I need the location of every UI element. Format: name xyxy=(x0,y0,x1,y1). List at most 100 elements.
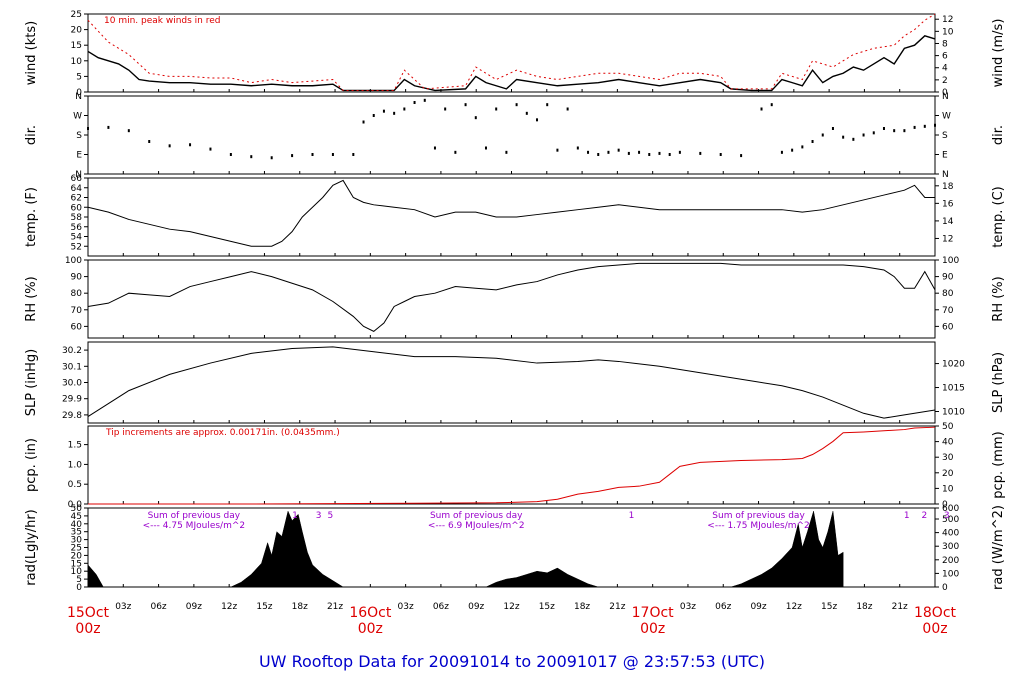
direction-point xyxy=(638,150,641,154)
y-label-right: rad (W/m^2) xyxy=(991,505,1006,590)
direction-point xyxy=(668,153,671,156)
y-tick-label-right: 70 xyxy=(942,306,954,316)
radiation-peak-marker: 1 xyxy=(629,511,635,521)
direction-point xyxy=(740,154,743,158)
y-tick-label-left: 50 xyxy=(71,504,83,514)
direction-point xyxy=(617,148,620,152)
y-tick-label-left: 0 xyxy=(76,88,82,98)
direction-point xyxy=(525,111,528,115)
direction-point xyxy=(433,146,436,150)
y-label-left: rad(Lgly/hr) xyxy=(24,509,39,585)
y-tick-label-left: 45 xyxy=(71,512,82,522)
y-tick-label-left: 58 xyxy=(71,213,83,223)
y-tick-label-right: 30 xyxy=(942,453,954,463)
direction-point xyxy=(566,107,569,111)
x-tick-label: 21z xyxy=(609,602,625,612)
y-tick-label-left: 10 xyxy=(71,567,83,577)
y-tick-label-right: 300 xyxy=(942,542,959,552)
panel-frame xyxy=(87,259,936,339)
y-tick-label-right: 4 xyxy=(942,64,948,74)
y-tick-label-left: 30 xyxy=(71,536,83,546)
direction-point xyxy=(403,107,406,111)
x-axis: 03z 06z 09z 12z 15z 18z 21z 03z 06z 09z 12z 15z 18z 2… xyxy=(67,602,957,637)
series-humidity xyxy=(87,262,936,332)
direction-point xyxy=(464,103,467,107)
x-tick-label: 12z xyxy=(503,602,519,612)
direction-point xyxy=(189,143,192,147)
direction-point xyxy=(331,153,334,156)
y-tick-label-right: 0 xyxy=(942,500,948,510)
radiation-area xyxy=(87,510,844,588)
y-tick-label-left: 60 xyxy=(71,322,83,332)
x-tick-label: 09z xyxy=(750,602,766,612)
direction-point xyxy=(413,101,416,104)
series-pressure xyxy=(87,346,936,419)
direction-point xyxy=(648,153,651,156)
y-tick-label-right: 2 xyxy=(942,76,948,86)
y-tick-label-right: W xyxy=(942,112,951,122)
direction-point xyxy=(831,127,834,130)
radiation-sum-note: Sum of previous day xyxy=(430,511,523,521)
radiation-peak-marker: 3 xyxy=(944,511,950,521)
chart-title: UW Rooftop Data for 20091014 to 20091017… xyxy=(259,652,765,671)
series-temperature xyxy=(87,179,935,247)
x-tick-label: 21z xyxy=(327,602,343,612)
direction-point xyxy=(821,133,824,137)
y-tick-label-left: 5 xyxy=(76,72,82,82)
y-tick-label-right: 18 xyxy=(942,182,954,192)
y-tick-label-left: 29.8 xyxy=(62,411,82,421)
y-tick-label-right: 600 xyxy=(942,504,959,514)
x-tick-label: 09z xyxy=(186,602,202,612)
radiation-sum-note: Sum of previous day xyxy=(148,511,241,521)
radiation-peak-marker: 2 xyxy=(922,511,928,521)
y-tick-label-right: 10 xyxy=(942,484,954,494)
panel-pcp: 0.0 0.5 1.0 1.5 0 10 20 30 40 50 pcp. (in) pcp. (mm… xyxy=(24,422,1006,510)
y-tick-label-left: 30.1 xyxy=(62,362,82,372)
y-tick-label-left: 20 xyxy=(71,26,83,36)
y-tick-label-right: 500 xyxy=(942,515,959,525)
direction-point xyxy=(893,129,896,133)
y-tick-label-left: 30.2 xyxy=(62,346,82,356)
y-tick-label-right: 10 xyxy=(942,27,954,37)
direction-point xyxy=(352,153,355,156)
direction-point xyxy=(801,145,804,149)
y-label-right: pcp. (mm) xyxy=(991,431,1006,498)
y-tick-label-left: 1.0 xyxy=(68,460,83,470)
panel-annotation: 10 min. peak winds in red xyxy=(104,16,221,26)
direction-point xyxy=(923,124,926,128)
y-tick-label-right: 100 xyxy=(942,569,959,579)
y-tick-label-left: 35 xyxy=(71,528,82,538)
y-tick-label-left: 20 xyxy=(71,551,83,561)
direction-point xyxy=(362,120,365,124)
direction-point xyxy=(678,150,681,154)
x-tick-label: 21z xyxy=(892,602,908,612)
radiation-peak-marker: 5 xyxy=(327,511,333,521)
y-tick-label-left: 56 xyxy=(71,223,83,233)
x-tick-label: 15z xyxy=(256,602,272,612)
x-tick-label: 18z xyxy=(856,602,872,612)
y-tick-label-right: E xyxy=(942,151,948,161)
y-tick-label-left: 1.5 xyxy=(68,441,82,451)
x-day-time: 00z xyxy=(75,621,100,637)
direction-point xyxy=(770,103,773,107)
x-tick-label: 06z xyxy=(150,602,166,612)
y-label-left: dir. xyxy=(24,125,39,145)
direction-point xyxy=(760,107,763,111)
x-day-date: 18Oct xyxy=(914,605,957,621)
y-tick-label-right: N xyxy=(942,170,949,180)
direction-point xyxy=(148,140,151,143)
direction-point xyxy=(127,129,130,133)
direction-point xyxy=(382,109,385,113)
x-day-time: 00z xyxy=(358,621,383,637)
y-tick-label-right: 1015 xyxy=(942,384,965,394)
radiation-peak-marker: 1 xyxy=(904,511,910,521)
y-tick-label-left: 30.0 xyxy=(62,379,82,389)
direction-point xyxy=(811,140,814,143)
y-tick-label-left: 90 xyxy=(71,273,83,283)
y-tick-label-right: N xyxy=(942,92,949,102)
direction-point xyxy=(842,135,845,139)
direction-point xyxy=(934,123,936,127)
radiation-sum-note: Sum of previous day xyxy=(712,511,805,521)
direction-point xyxy=(882,127,885,130)
